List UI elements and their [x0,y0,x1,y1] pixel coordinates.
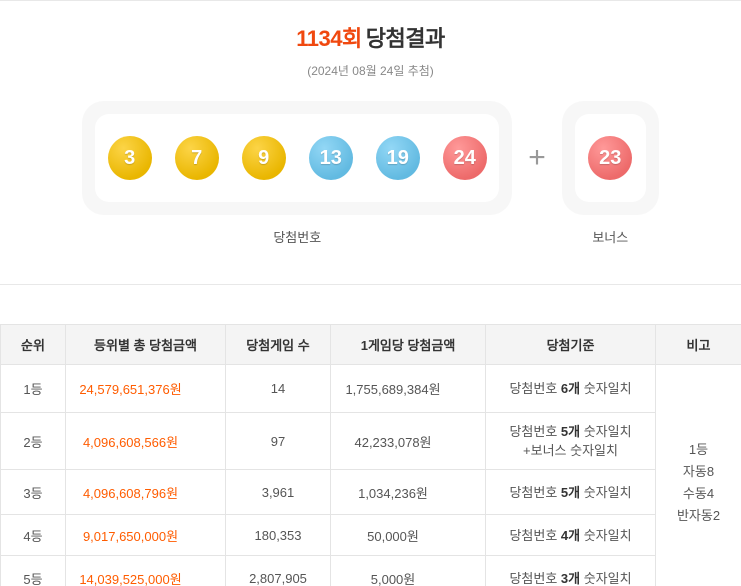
rank-cell: 3등 [0,469,66,515]
per-game-cell: 42,233,078원 [330,412,486,470]
note-line: 반자동2 [676,507,721,523]
game-count-cell: 2,807,905 [225,555,331,586]
title-area: 1134회 당첨결과 (2024년 08월 24일 추첨) [0,1,741,79]
table-row: 2등 4,096,608,566원 97 42,233,078원 당첨번호 5개… [0,412,741,470]
lotto-ball: 19 [375,136,420,180]
table-row: 1등 24,579,651,376원 14 1,755,689,384원 당첨번… [0,364,741,586]
lotto-ball: 24 [442,136,487,180]
balls-section: 3 7 9 13 19 24 당첨번호 + 23 보너스 [0,101,741,246]
winning-numbers-panel: 3 7 9 13 19 24 [82,101,513,215]
criteria-cell: 당첨번호 4개 숫자일치 [485,514,656,556]
criteria-cell: 당첨번호 3개 숫자일치 [485,555,656,586]
bonus-group: 23 보너스 [561,101,659,246]
lotto-ball: 13 [308,136,353,180]
header-game-count: 당첨게임 수 [225,324,331,365]
note-line: 수동4 [682,485,715,501]
page-title: 1134회 당첨결과 [0,21,741,53]
game-count-cell: 3,961 [225,469,331,515]
winning-numbers-inner: 3 7 9 13 19 24 [95,114,500,202]
winning-numbers-label: 당첨번호 [273,230,322,245]
rank-cell: 4등 [0,514,66,556]
lotto-ball: 3 [107,136,152,180]
game-count-cell: 97 [225,412,331,470]
bonus-ball: 23 [588,136,633,180]
table-header-row: 순위 등위별 총 당첨금액 당첨게임 수 1게임당 당첨금액 당첨기준 비고 [0,324,741,365]
header-total-amount: 등위별 총 당첨금액 [65,324,226,365]
rank-cell: 2등 [0,412,66,470]
note-line: 1등 [688,441,709,457]
total-amount-cell: 24,579,651,376원 [65,364,226,413]
table-row: 4등 9,017,650,000원 180,353 50,000원 당첨번호 4… [0,514,741,556]
lotto-ball: 9 [241,136,286,180]
total-amount-cell: 4,096,608,796원 [65,469,226,515]
header-rank: 순위 [0,324,66,365]
table-row: 3등 4,096,608,796원 3,961 1,034,236원 당첨번호 … [0,469,741,515]
section-divider [0,284,741,285]
per-game-cell: 1,755,689,384원 [330,364,486,413]
criteria-cell: 당첨번호 6개 숫자일치 [485,364,656,413]
round-number: 1134회 [296,26,362,51]
table-row: 5등 14,039,525,000원 2,807,905 5,000원 당첨번호… [0,555,741,586]
note-cell: 1등 자동8 수동4 반자동2 [655,364,741,586]
bonus-label: 보너스 [592,230,629,245]
criteria-cell: 당첨번호 5개 숫자일치 +보너스 숫자일치 [485,412,656,470]
game-count-cell: 14 [225,364,331,413]
lotto-ball: 7 [174,136,219,180]
per-game-cell: 1,034,236원 [330,469,486,515]
rank-cell: 1등 [0,364,66,413]
bonus-panel: 23 [561,101,659,215]
criteria-cell: 당첨번호 5개 숫자일치 [485,469,656,515]
draw-date: (2024년 08월 24일 추첨) [307,64,434,78]
game-count-cell: 180,353 [225,514,331,556]
total-amount-cell: 14,039,525,000원 [65,555,226,586]
rank-cell: 5등 [0,555,66,586]
header-criteria: 당첨기준 [485,324,656,365]
plus-icon: + [528,141,546,174]
header-note: 비고 [655,324,741,365]
results-table: 순위 등위별 총 당첨금액 당첨게임 수 1게임당 당첨금액 당첨기준 비고 1… [0,324,741,586]
total-amount-cell: 9,017,650,000원 [65,514,226,556]
per-game-cell: 50,000원 [330,514,486,556]
header-per-game-amount: 1게임당 당첨금액 [330,324,486,365]
winning-numbers-group: 3 7 9 13 19 24 당첨번호 [82,101,513,246]
per-game-cell: 5,000원 [330,555,486,586]
page-title-text: 당첨결과 [365,26,445,51]
note-line: 자동8 [682,463,715,479]
bonus-inner: 23 [574,114,646,202]
total-amount-cell: 4,096,608,566원 [65,412,226,470]
